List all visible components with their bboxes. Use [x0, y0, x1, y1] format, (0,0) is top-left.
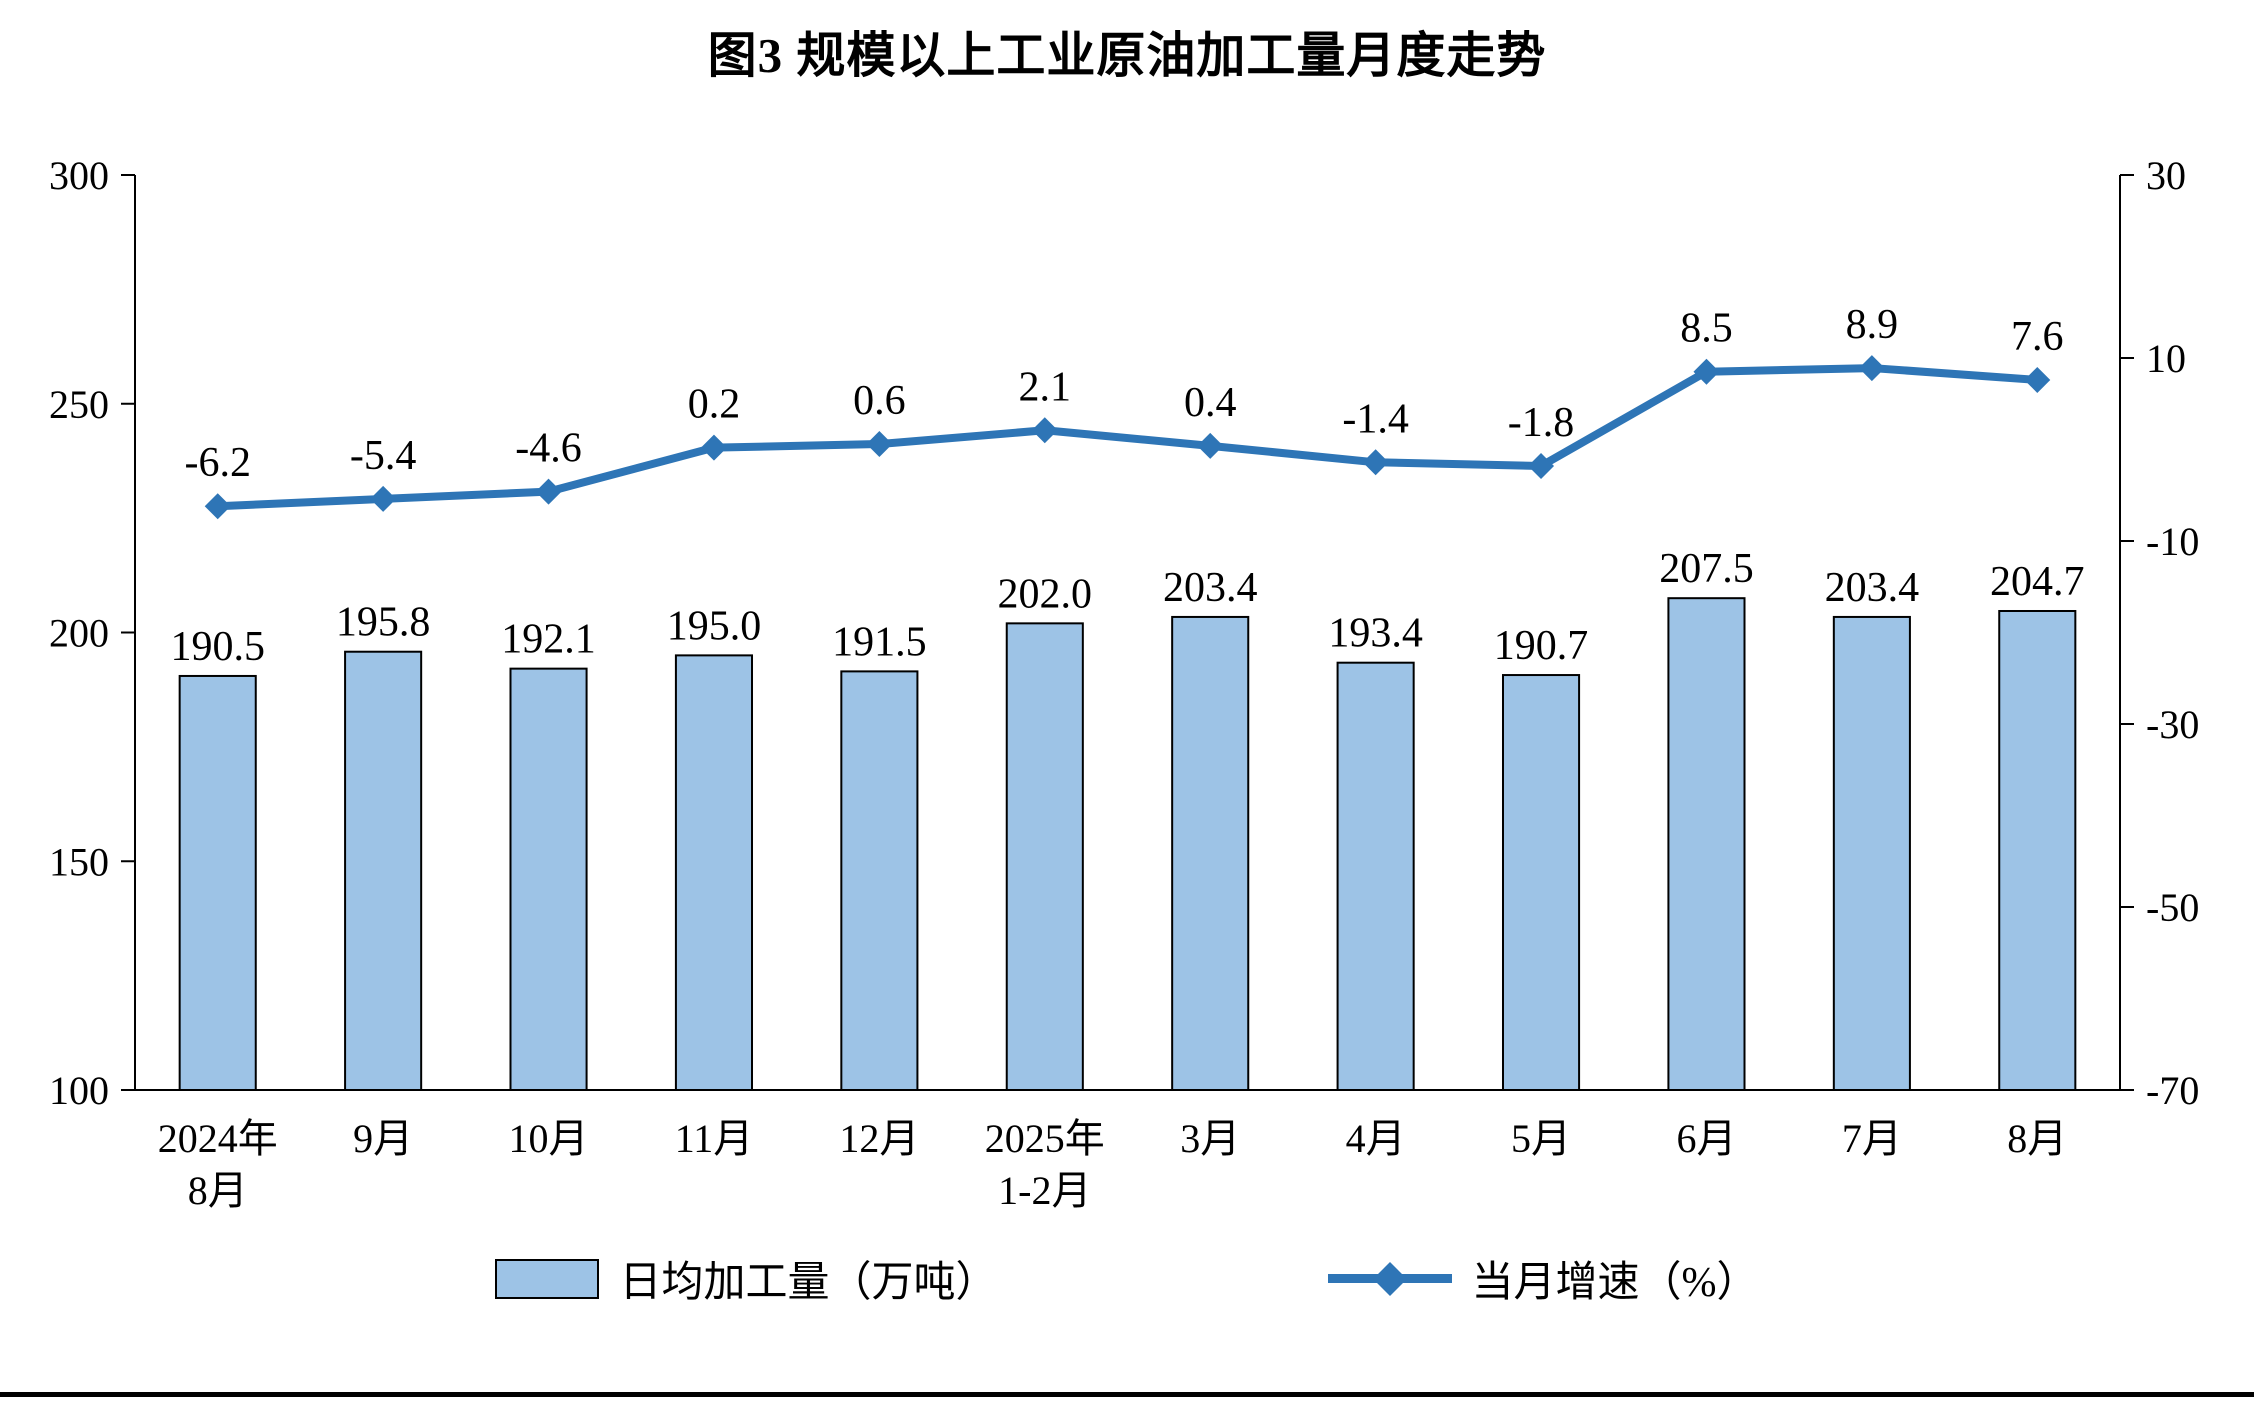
right-axis-tick-label: 30	[2146, 153, 2186, 198]
left-axis-tick-label: 200	[49, 611, 109, 656]
x-axis-category-label: 2024年	[158, 1116, 278, 1161]
bar	[1667, 597, 1746, 1091]
bar-value-label: 203.4	[1825, 565, 1920, 611]
x-axis-category-label: 6月	[1676, 1116, 1736, 1161]
chart-title: 图3 规模以上工业原油加工量月度走势	[707, 28, 1547, 83]
right-axis-tick-label: 10	[2146, 336, 2186, 381]
line-marker-diamond	[535, 478, 562, 505]
bar	[1832, 615, 1911, 1091]
line-value-label: -6.2	[184, 440, 251, 486]
legend-bar-label: 日均加工量（万吨）	[619, 1260, 998, 1306]
line-value-label: 0.6	[853, 378, 906, 424]
bar-value-label: 195.8	[336, 600, 431, 646]
line-value-label: 0.4	[1184, 380, 1237, 426]
growth-line	[213, 364, 2042, 511]
x-axis-category-label: 3月	[1180, 1116, 1240, 1161]
legend-item-bar: 日均加工量（万吨）	[495, 1248, 998, 1309]
x-axis-category-label: 7月	[1842, 1116, 1902, 1161]
line-value-label: -1.4	[1342, 396, 1409, 442]
bar-value-label: 191.5	[832, 619, 927, 665]
legend-line-label: 当月增速（%）	[1471, 1260, 1759, 1306]
legend-item-line: 当月增速（%）	[1327, 1248, 1759, 1309]
line-value-label: 0.2	[688, 382, 741, 428]
right-axis-tick-label: -10	[2146, 519, 2199, 564]
x-axis-category-label: 11月	[675, 1116, 754, 1161]
left-axis-tick-label: 150	[49, 839, 109, 884]
line-value-label: -1.8	[1508, 400, 1575, 446]
line-marker-diamond	[1693, 358, 1720, 385]
bar	[1336, 661, 1415, 1091]
right-axis-tick-label: -70	[2146, 1068, 2199, 1113]
bar-value-label: 192.1	[501, 617, 596, 663]
bar-value-label: 190.7	[1494, 623, 1589, 669]
bar-value-label: 190.5	[170, 624, 265, 670]
line-value-label: 8.5	[1680, 306, 1733, 352]
bar-value-label: 203.4	[1163, 565, 1258, 611]
line-marker-diamond	[1528, 452, 1555, 479]
line-value-label: 7.6	[2011, 314, 2064, 360]
bar-value-label: 195.0	[667, 603, 762, 649]
x-axis-category-label: 5月	[1511, 1116, 1571, 1161]
x-axis-category-label: 12月	[839, 1116, 919, 1161]
left-axis-tick-label: 100	[49, 1068, 109, 1113]
line-marker-diamond	[1197, 432, 1224, 459]
right-axis-tick-label: -30	[2146, 702, 2199, 747]
bar-series-swatch-icon	[495, 1258, 600, 1299]
left-axis-tick-label: 250	[49, 382, 109, 427]
bar-value-label: 202.0	[998, 571, 1093, 617]
line-series-swatch-icon	[1327, 1261, 1452, 1296]
line-value-label: -4.6	[515, 426, 582, 472]
x-axis-category-label: 2025年	[985, 1116, 1105, 1161]
bar	[509, 667, 588, 1092]
bar	[674, 654, 754, 1091]
bar-value-label: 204.7	[1990, 559, 2085, 605]
bar-value-label: 207.5	[1659, 546, 1754, 592]
line-marker-diamond	[700, 434, 727, 461]
right-axis-tick-label: -50	[2146, 885, 2199, 930]
x-axis-category-label: 8月	[188, 1168, 248, 1213]
line-marker-diamond	[1362, 449, 1389, 476]
x-axis-category-label: 8月	[2007, 1116, 2067, 1161]
line-value-label: -5.4	[350, 433, 417, 479]
x-axis-category-label: 10月	[509, 1116, 589, 1161]
bar	[840, 670, 919, 1091]
line-marker-diamond	[1031, 417, 1058, 444]
line-marker-diamond	[370, 485, 397, 512]
bar-value-label: 193.4	[1328, 611, 1423, 657]
line-marker-diamond	[1858, 355, 1885, 382]
line-value-label: 8.9	[1846, 302, 1899, 348]
x-axis-category-label: 1-2月	[998, 1168, 1091, 1213]
bar	[178, 674, 257, 1092]
legend: 日均加工量（万吨） 当月增速（%）	[0, 1248, 2254, 1309]
bar	[1171, 615, 1250, 1091]
line-marker-diamond	[2024, 366, 2051, 393]
bar	[1501, 674, 1581, 1091]
bar	[344, 650, 423, 1092]
x-axis-category-label: 4月	[1346, 1116, 1406, 1161]
x-axis-category-label: 9月	[353, 1116, 413, 1161]
bottom-divider	[0, 1392, 2254, 1397]
line-value-label: 2.1	[1019, 364, 1072, 410]
diamond-marker-icon	[1372, 1261, 1407, 1296]
left-axis-tick-label: 300	[49, 153, 109, 198]
line-marker-diamond	[866, 431, 893, 458]
line-marker-diamond	[204, 493, 231, 520]
bar	[1998, 609, 2077, 1091]
bar	[1005, 622, 1084, 1091]
